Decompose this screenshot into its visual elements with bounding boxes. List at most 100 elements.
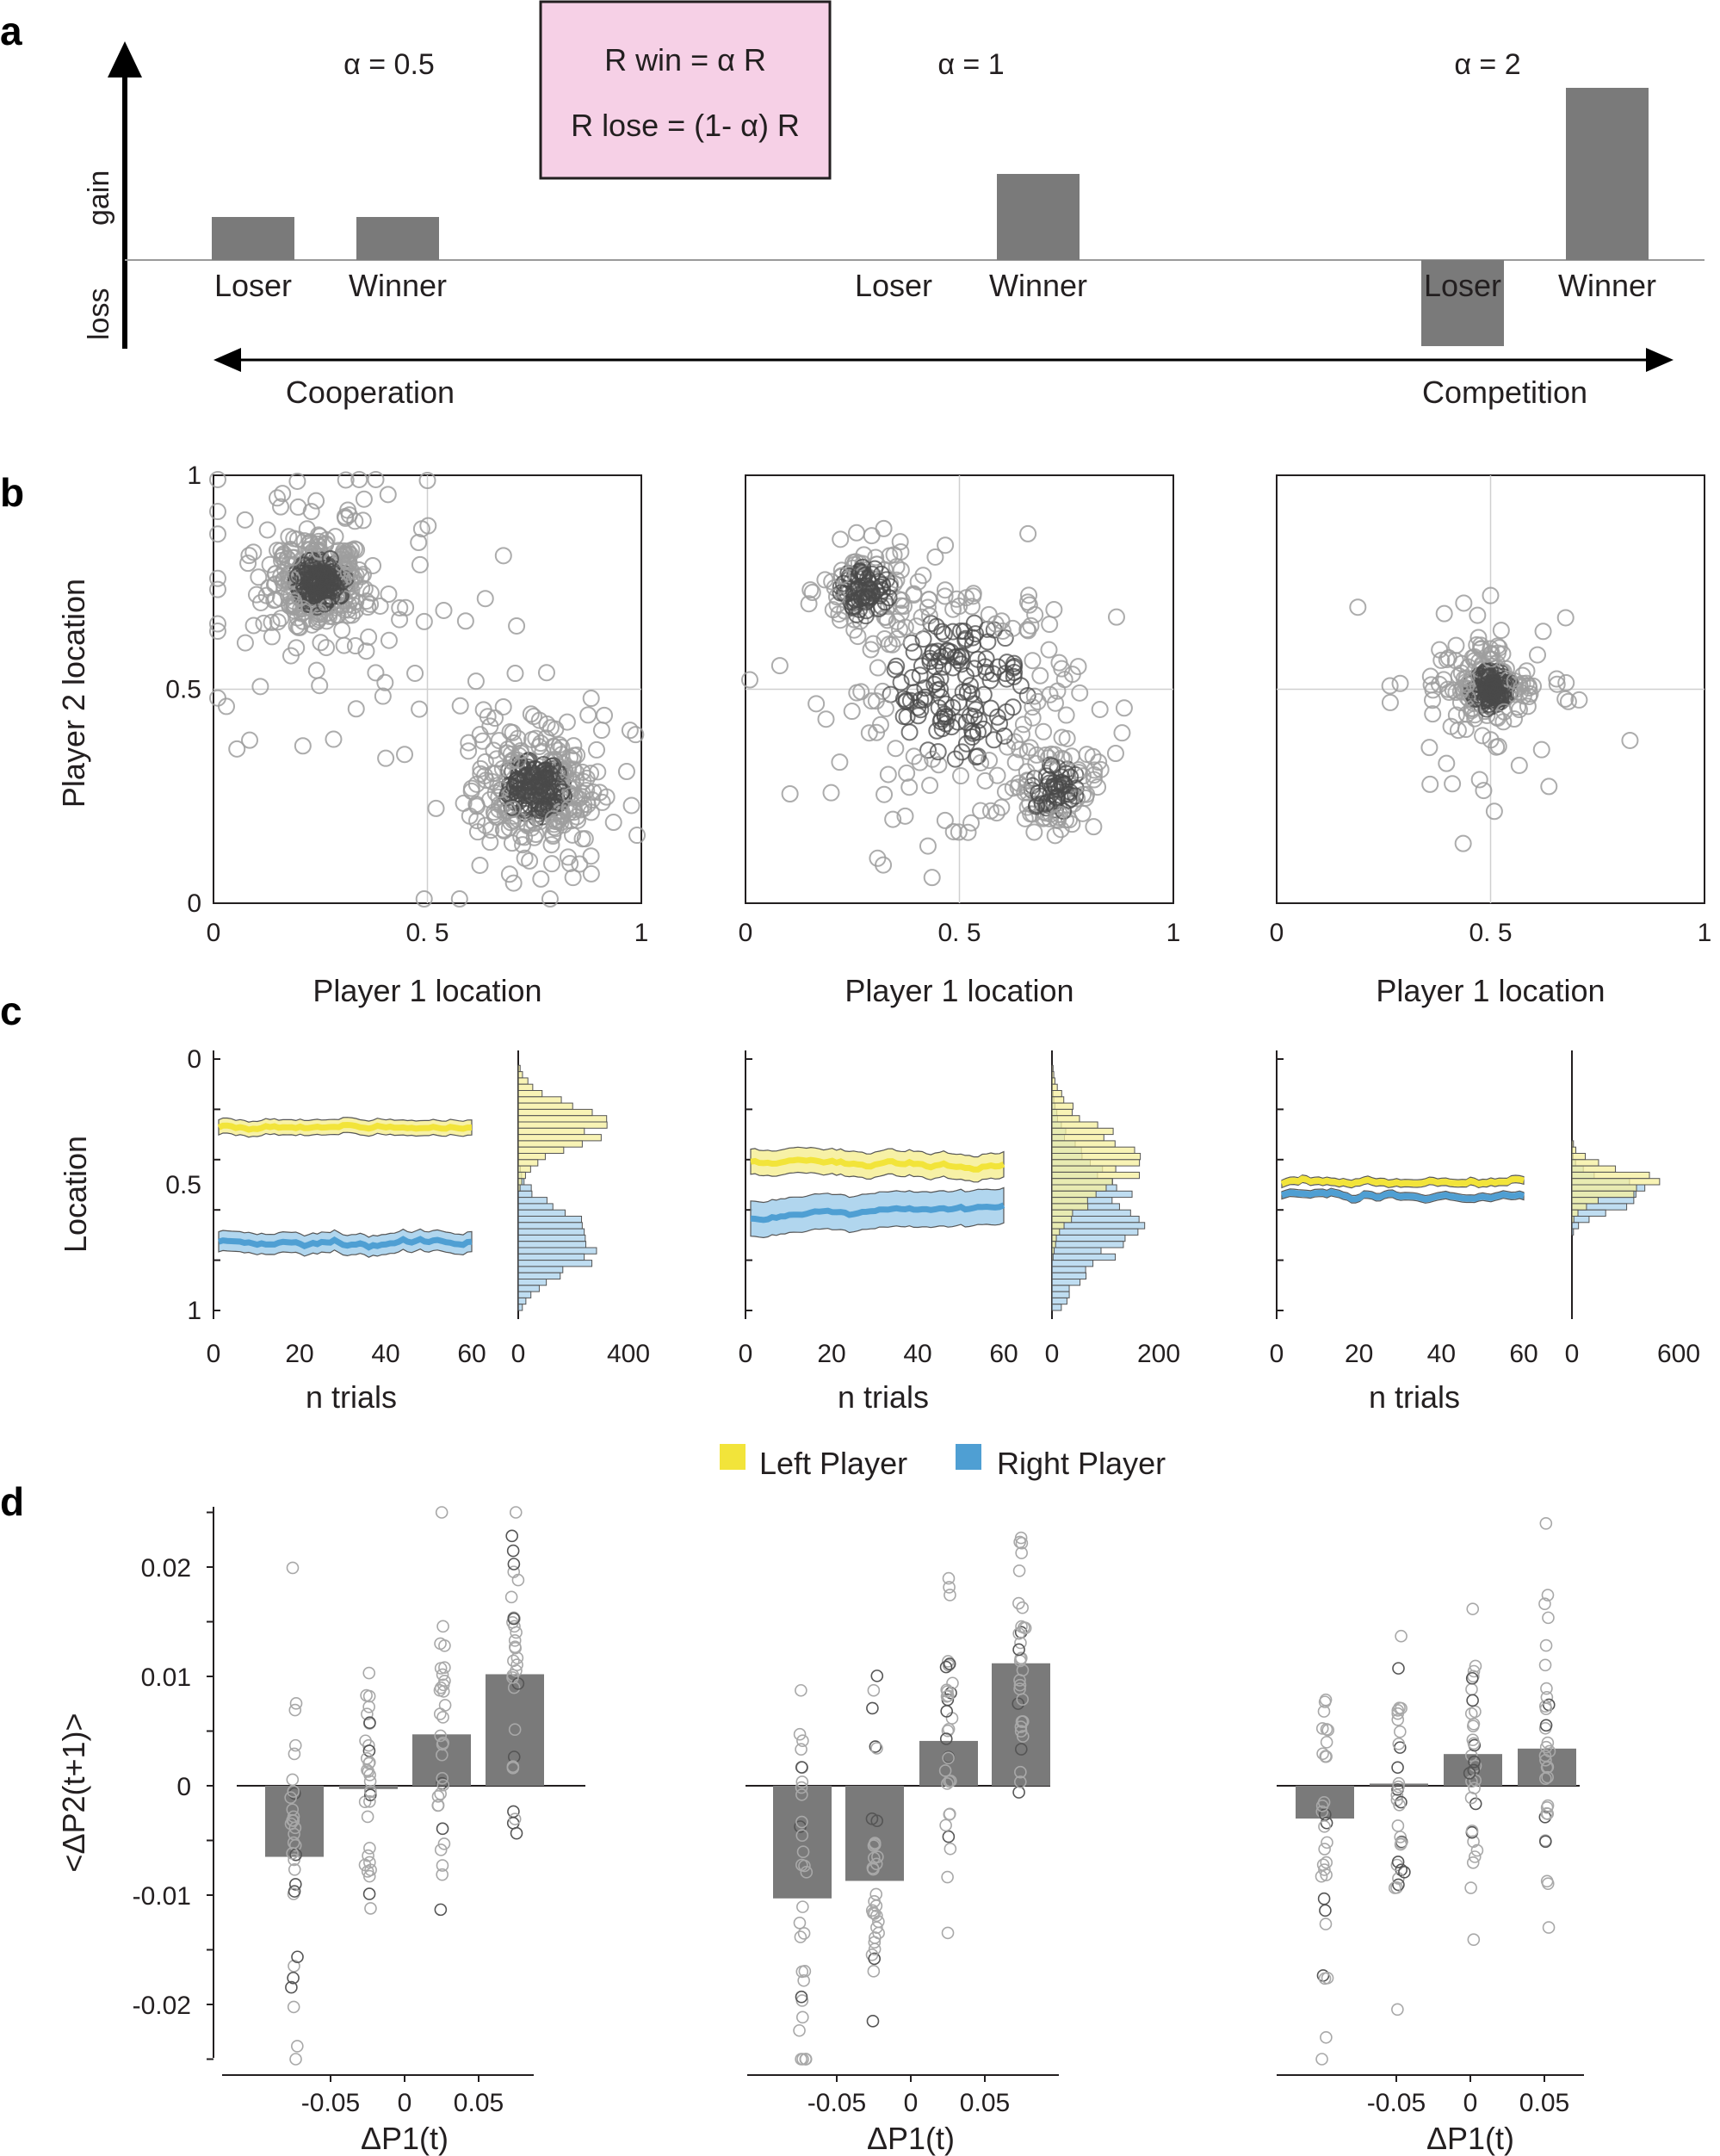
scatter-point — [1046, 694, 1064, 712]
scatter-point — [319, 598, 337, 616]
x-tick-label: 0 — [1270, 919, 1284, 947]
scatter-point — [956, 666, 974, 685]
scatter-point — [274, 485, 292, 503]
scatter-point — [593, 793, 611, 811]
left-player-hist-bin — [517, 1146, 565, 1154]
formula-box — [539, 0, 832, 180]
scatter-point — [1056, 811, 1074, 829]
x-tick-label: -0.05 — [807, 2089, 866, 2117]
scatter-point — [1085, 771, 1103, 789]
subject-dot — [433, 1683, 447, 1697]
loss-axis-label: loss — [83, 288, 115, 340]
winner-label-0: Winner — [349, 268, 447, 303]
scatter-point — [1421, 667, 1439, 685]
subject-dot — [941, 1685, 954, 1698]
subject-dot — [940, 1705, 953, 1718]
subject-dot — [872, 1926, 885, 1940]
scatter-point — [988, 708, 1006, 726]
scatter-point — [1469, 606, 1487, 624]
subject-dot — [943, 1657, 956, 1670]
subject-dot — [1542, 1611, 1555, 1625]
loser-label-1: Loser — [855, 268, 932, 303]
subject-dot — [868, 1942, 882, 1956]
subject-dot — [1463, 1767, 1476, 1780]
subject-dot — [436, 1822, 449, 1836]
right-player-hist-bin — [1051, 1247, 1102, 1255]
scatter-point — [627, 726, 645, 744]
scatter-point — [807, 695, 826, 713]
scatter-point — [308, 535, 326, 553]
scatter-point — [364, 556, 382, 574]
subject-dot — [798, 1859, 811, 1873]
scatter-point — [1506, 672, 1524, 690]
scatter-point — [851, 563, 869, 581]
subject-dot — [942, 1658, 956, 1672]
scatter-point — [371, 597, 389, 615]
scatter-point — [340, 545, 358, 563]
scatter-point — [950, 598, 968, 616]
subject-dot — [1541, 1877, 1555, 1890]
scatter-point — [406, 664, 424, 682]
scatter-point — [288, 567, 306, 585]
subject-dot — [1320, 1856, 1333, 1869]
subject-dot — [1464, 1707, 1478, 1720]
left-player-hist-bin — [1051, 1171, 1140, 1180]
x-tick-label: 0.05 — [454, 2089, 504, 2117]
scatter-point — [295, 578, 313, 596]
scatter-point — [530, 738, 548, 756]
scatter-point — [326, 528, 344, 546]
subject-dot — [1014, 1725, 1028, 1738]
subject-dot — [363, 1842, 376, 1855]
scatter-point — [803, 583, 821, 601]
scatter-point — [547, 720, 565, 738]
scatter-point — [1422, 676, 1440, 694]
subject-dot — [1391, 1856, 1405, 1868]
scatter-point — [929, 743, 947, 761]
left-player-hist-bin — [1051, 1077, 1055, 1085]
scatter-point — [1043, 757, 1061, 775]
scatter-point — [516, 849, 534, 867]
right-player-hist-bin — [517, 1203, 554, 1211]
subject-dot — [796, 1845, 810, 1858]
subject-dot — [798, 1965, 812, 1978]
trial-tick-label: 60 — [1509, 1340, 1537, 1368]
left-player-hist-bin — [517, 1153, 546, 1161]
scatter-point — [208, 615, 226, 633]
x-tick-label: 0.05 — [960, 2089, 1010, 2117]
subject-dot — [794, 1930, 807, 1943]
scatter-point — [905, 643, 923, 661]
scatter-point — [494, 697, 512, 716]
scatter-point — [294, 612, 312, 630]
subject-dot — [286, 1561, 300, 1575]
left-player-hist-bin — [1051, 1090, 1062, 1098]
subject-dot — [1013, 1535, 1026, 1549]
scatter-point — [874, 576, 892, 594]
y-tick-label: 0 — [176, 1773, 191, 1801]
x-tick-label: 0.05 — [1519, 2089, 1569, 2117]
left-player-hist-bin — [1051, 1121, 1098, 1129]
scatter-point — [288, 639, 306, 657]
right-player-hist-bin — [1571, 1222, 1580, 1230]
subject-dot — [1539, 1835, 1552, 1849]
subject-dot — [1464, 1881, 1477, 1894]
scatter-point — [247, 585, 265, 604]
scatter-point — [1488, 709, 1507, 728]
subject-dot — [510, 1658, 523, 1671]
scatter-point — [1019, 784, 1037, 802]
subject-dot — [1319, 1904, 1332, 1917]
right-player-hist-bin — [1051, 1241, 1124, 1248]
scatter-point — [295, 603, 313, 621]
scatter-point — [832, 567, 851, 585]
left-player-hist-bin — [1051, 1108, 1073, 1117]
scatter-point — [1106, 744, 1124, 762]
scatter-point — [1391, 674, 1409, 692]
scatter-point — [522, 705, 540, 723]
subject-dot — [796, 1900, 809, 1913]
scatter-point — [307, 492, 325, 510]
subject-dot — [939, 1732, 953, 1745]
scatter-point — [508, 616, 526, 635]
scatter-point — [1053, 728, 1071, 747]
subject-dot — [1466, 1602, 1480, 1615]
subject-dot — [507, 1805, 520, 1818]
